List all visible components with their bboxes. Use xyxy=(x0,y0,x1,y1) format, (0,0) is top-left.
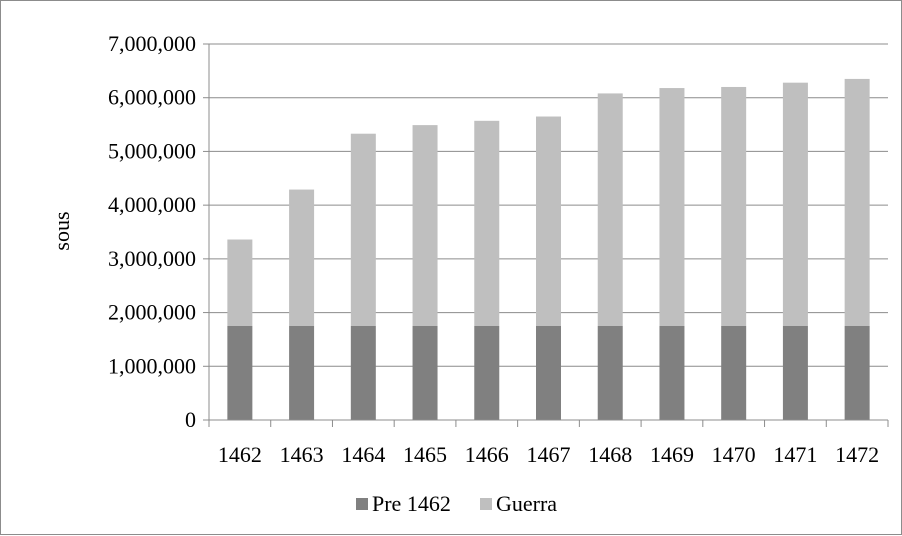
y-tick-label: 0 xyxy=(185,407,196,432)
bar-pre-1462-1467 xyxy=(536,326,561,420)
bar-pre-1462-1471 xyxy=(782,326,808,420)
bar-guerra-1472 xyxy=(844,78,870,327)
y-tick-label: 3,000,000 xyxy=(108,246,196,271)
bars xyxy=(227,78,870,420)
x-tick-label: 1462 xyxy=(218,442,262,467)
bar-pre-1462-1463 xyxy=(289,326,315,420)
x-tick-label: 1467 xyxy=(527,442,571,467)
y-tick-label: 6,000,000 xyxy=(108,85,196,110)
bar-guerra-1471 xyxy=(782,82,808,326)
bar-guerra-1463 xyxy=(289,189,315,326)
bar-guerra-1470 xyxy=(721,86,747,326)
x-tick-label: 1472 xyxy=(835,442,879,467)
legend-swatch xyxy=(356,498,368,510)
bar-pre-1462-1472 xyxy=(844,326,870,420)
x-tick-label: 1468 xyxy=(588,442,632,467)
x-tick-label: 1470 xyxy=(712,442,756,467)
y-tick-labels: 0 1,000,000 2,000,000 3,000,000 4,000,000 5,0… xyxy=(108,31,196,432)
bar-pre-1462-1465 xyxy=(412,326,438,420)
bar-pre-1462-1464 xyxy=(350,326,376,420)
x-tick-label: 1464 xyxy=(341,442,385,467)
bar-guerra-1466 xyxy=(474,120,500,326)
bar-guerra-1468 xyxy=(597,93,623,326)
bar-pre-1462-1466 xyxy=(474,326,500,420)
bar-guerra-1469 xyxy=(659,88,685,326)
y-tick-label: 2,000,000 xyxy=(108,300,196,325)
bar-guerra-1465 xyxy=(412,125,438,326)
x-tick-label: 1463 xyxy=(280,442,324,467)
bar-pre-1462-1462 xyxy=(227,326,253,420)
x-tick-label: 1471 xyxy=(773,442,817,467)
y-tick-label: 1,000,000 xyxy=(108,353,196,378)
bar-pre-1462-1468 xyxy=(597,326,623,420)
x-tick-label: 1469 xyxy=(650,442,694,467)
bar-pre-1462-1470 xyxy=(721,326,747,420)
legend-label: Pre 1462 xyxy=(372,491,451,516)
y-tick-label: 4,000,000 xyxy=(108,192,196,217)
axes xyxy=(203,43,889,427)
bar-pre-1462-1469 xyxy=(659,326,685,420)
x-tick-label: 1466 xyxy=(465,442,509,467)
bar-guerra-1467 xyxy=(536,116,561,326)
y-tick-label: 5,000,000 xyxy=(108,138,196,163)
legend-swatch xyxy=(480,498,492,510)
legend-label: Guerra xyxy=(496,491,557,516)
bar-guerra-1462 xyxy=(227,239,253,326)
y-tick-label: 7,000,000 xyxy=(108,31,196,56)
bar-guerra-1464 xyxy=(350,133,376,326)
legend: Pre 1462 Guerra xyxy=(356,491,557,516)
x-tick-labels: 1462 1463 1464 1465 1466 1467 1468 1469 1470 1471… xyxy=(218,442,879,467)
y-axis-title: sous xyxy=(49,211,74,250)
x-tick-label: 1465 xyxy=(403,442,447,467)
